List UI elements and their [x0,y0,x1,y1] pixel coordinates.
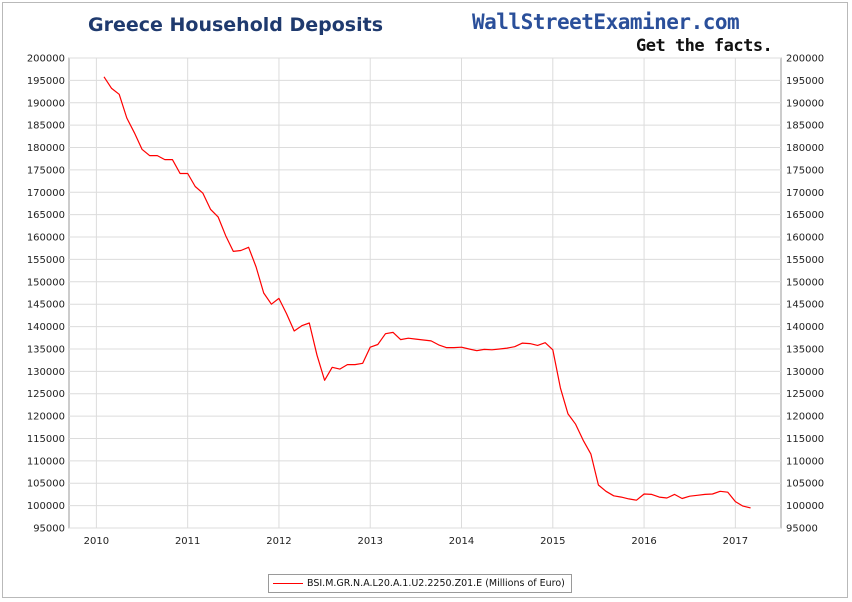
x-tick-label: 2013 [358,536,383,547]
y-tick-label-right: 185000 [786,121,824,132]
y-tick-label-right: 100000 [786,501,824,512]
y-tick-label-right: 180000 [786,143,824,154]
y-tick-label-right: 150000 [786,277,824,288]
brand-logo-text: WallStreetExaminer.com [472,10,740,34]
x-tick-label: 2010 [84,536,109,547]
y-tick-label-left: 200000 [27,54,65,65]
y-tick-label-right: 105000 [786,479,824,490]
y-tick-label-right: 195000 [786,76,824,87]
x-tick-label: 2016 [631,536,656,547]
legend: BSI.M.GR.N.A.L20.A.1.U2.2250.Z01.E (Mill… [268,574,572,593]
y-tick-label-left: 195000 [27,76,65,87]
y-tick-label-right: 120000 [786,412,824,423]
brand-tagline: Get the facts. [636,36,773,56]
y-tick-label-right: 200000 [786,54,824,65]
y-tick-label-right: 190000 [786,98,824,109]
y-tick-label-right: 145000 [786,300,824,311]
y-tick-label-right: 160000 [786,233,824,244]
y-tick-label-left: 160000 [27,233,65,244]
y-tick-label-right: 175000 [786,165,824,176]
x-tick-label: 2012 [266,536,291,547]
y-tick-label-left: 150000 [27,277,65,288]
x-tick-label: 2017 [723,536,748,547]
legend-label: BSI.M.GR.N.A.L20.A.1.U2.2250.Z01.E (Mill… [307,578,565,589]
y-tick-label-left: 145000 [27,300,65,311]
y-tick-label-right: 140000 [786,322,824,333]
y-tick-label-left: 100000 [27,501,65,512]
x-tick-label: 2014 [449,536,474,547]
y-tick-label-left: 165000 [27,210,65,221]
y-tick-label-left: 180000 [27,143,65,154]
y-tick-label-right: 135000 [786,344,824,355]
y-tick-label-left: 95000 [33,524,65,535]
plot-area [68,57,782,529]
y-tick-label-right: 170000 [786,188,824,199]
y-tick-label-right: 155000 [786,255,824,266]
y-tick-label-left: 120000 [27,412,65,423]
y-tick-label-left: 155000 [27,255,65,266]
legend-swatch [273,583,303,584]
y-tick-label-right: 95000 [786,524,818,535]
y-tick-label-left: 170000 [27,188,65,199]
y-tick-label-left: 110000 [27,456,65,467]
series-layer [103,76,751,509]
y-tick-label-left: 125000 [27,389,65,400]
tick-labels: 200000 200000 195000 195000 190000 190000 1850… [27,54,824,548]
y-tick-label-left: 175000 [27,165,65,176]
x-tick-label: 2015 [540,536,565,547]
series-line [103,76,751,509]
y-tick-label-right: 125000 [786,389,824,400]
x-tick-label: 2011 [175,536,200,547]
y-tick-label-right: 115000 [786,434,824,445]
y-tick-label-left: 105000 [27,479,65,490]
y-tick-label-right: 110000 [786,456,824,467]
y-tick-label-left: 140000 [27,322,65,333]
y-tick-label-left: 190000 [27,98,65,109]
y-tick-label-right: 130000 [786,367,824,378]
grid-lines [69,57,781,529]
y-tick-label-right: 165000 [786,210,824,221]
y-tick-label-left: 130000 [27,367,65,378]
chart-title: Greece Household Deposits [88,14,384,36]
y-tick-label-left: 115000 [27,434,65,445]
y-tick-label-left: 185000 [27,121,65,132]
y-tick-label-left: 135000 [27,344,65,355]
